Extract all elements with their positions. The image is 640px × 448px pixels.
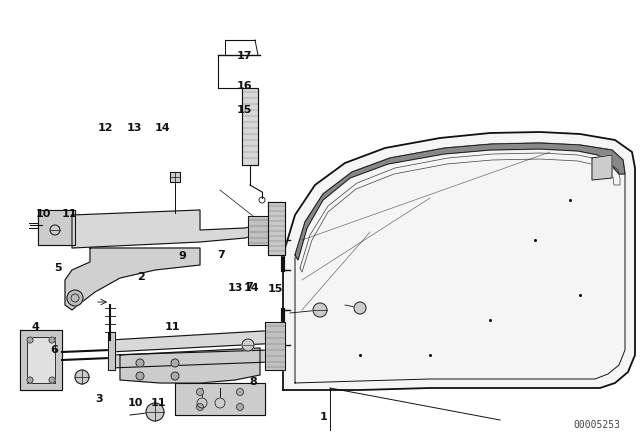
Text: 17: 17: [237, 51, 252, 61]
Text: 2: 2: [137, 272, 145, 282]
Text: 10: 10: [128, 398, 143, 408]
Circle shape: [27, 337, 33, 343]
Text: 11: 11: [61, 209, 77, 219]
Circle shape: [49, 337, 55, 343]
Text: 15: 15: [268, 284, 283, 294]
Text: 12: 12: [98, 123, 113, 133]
Text: 14: 14: [155, 123, 170, 133]
Circle shape: [196, 404, 204, 410]
Circle shape: [196, 388, 204, 396]
Polygon shape: [592, 155, 612, 180]
Circle shape: [50, 225, 60, 235]
Circle shape: [146, 403, 164, 421]
Polygon shape: [38, 210, 75, 245]
Polygon shape: [283, 132, 635, 390]
Polygon shape: [110, 350, 270, 368]
Text: 13: 13: [127, 123, 142, 133]
Circle shape: [49, 377, 55, 383]
Polygon shape: [110, 330, 280, 352]
Text: 5: 5: [54, 263, 61, 273]
Circle shape: [171, 372, 179, 380]
Polygon shape: [175, 383, 265, 415]
Polygon shape: [268, 202, 285, 255]
Polygon shape: [20, 330, 62, 390]
Polygon shape: [295, 143, 625, 260]
Text: 7: 7: [246, 282, 253, 292]
Polygon shape: [265, 322, 285, 370]
Circle shape: [75, 370, 89, 384]
Polygon shape: [108, 332, 115, 370]
Circle shape: [237, 404, 243, 410]
Circle shape: [197, 398, 207, 408]
Text: 9: 9: [179, 251, 186, 261]
Polygon shape: [65, 248, 200, 310]
Polygon shape: [120, 348, 260, 383]
Text: 6: 6: [51, 345, 58, 355]
Circle shape: [136, 372, 144, 380]
Text: 1: 1: [319, 412, 327, 422]
Text: 11: 11: [151, 398, 166, 408]
Text: 8: 8: [249, 377, 257, 387]
Text: 11: 11: [165, 322, 180, 332]
Circle shape: [237, 388, 243, 396]
Text: 4: 4: [31, 322, 39, 332]
Polygon shape: [248, 216, 268, 245]
Circle shape: [354, 302, 366, 314]
Circle shape: [215, 398, 225, 408]
Circle shape: [27, 377, 33, 383]
Text: 14: 14: [244, 283, 259, 293]
Text: 10: 10: [36, 209, 51, 219]
Circle shape: [67, 290, 83, 306]
Circle shape: [171, 359, 179, 367]
Circle shape: [136, 359, 144, 367]
Polygon shape: [72, 210, 265, 248]
Text: 7: 7: [217, 250, 225, 260]
Text: 00005253: 00005253: [573, 420, 620, 430]
Text: 13: 13: [228, 283, 243, 293]
Polygon shape: [27, 337, 55, 383]
Text: 3: 3: [95, 394, 103, 404]
Polygon shape: [170, 172, 180, 182]
Polygon shape: [242, 88, 258, 165]
Circle shape: [242, 339, 254, 351]
Circle shape: [313, 303, 327, 317]
Text: 15: 15: [237, 105, 252, 115]
Text: 16: 16: [237, 81, 252, 91]
